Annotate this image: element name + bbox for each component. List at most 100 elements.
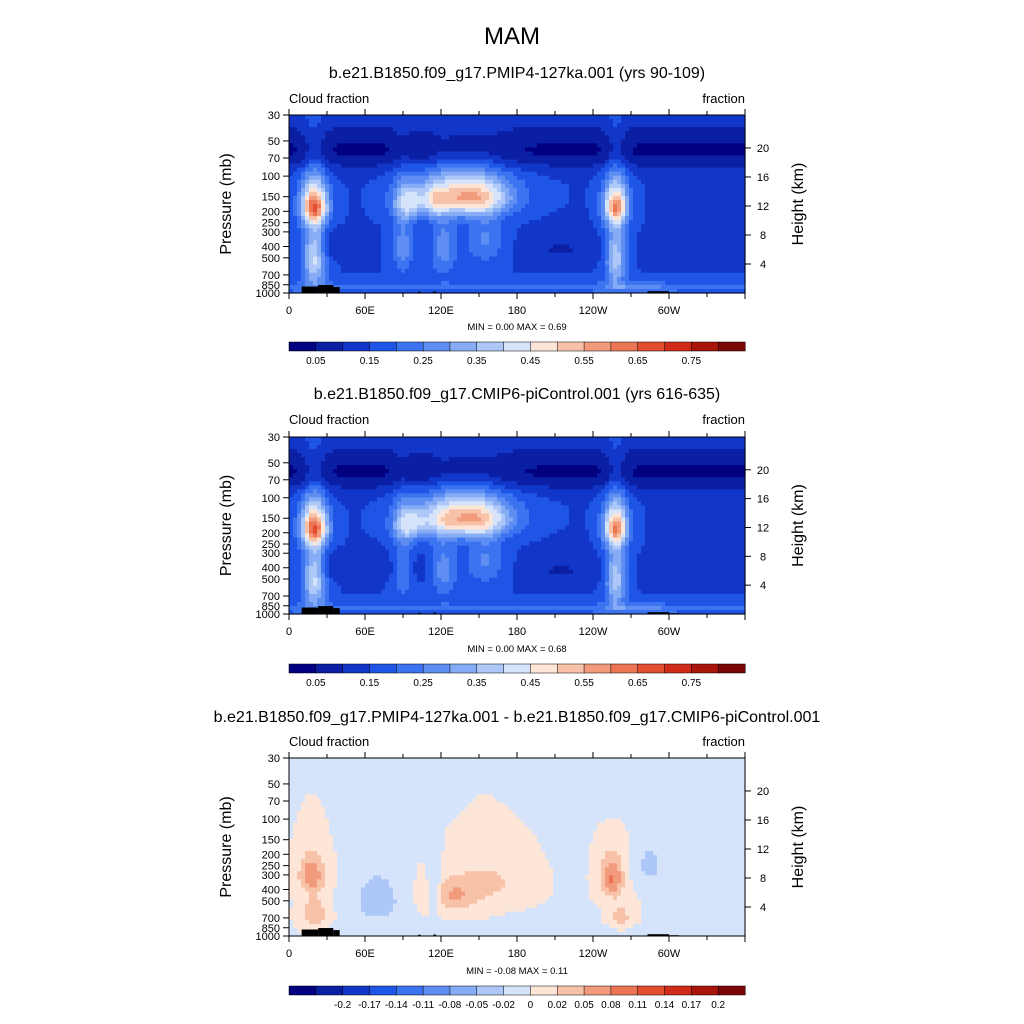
heatmap-cell [609, 260, 614, 266]
heatmap-cell [717, 183, 722, 189]
heatmap-cell [489, 175, 494, 181]
heatmap-cell [689, 220, 694, 225]
heatmap-cell [693, 167, 698, 173]
heatmap-cell [625, 236, 630, 242]
heatmap-cell [457, 179, 462, 185]
heatmap-cell [317, 147, 322, 153]
heatmap-cell [741, 163, 746, 169]
heatmap-cell [557, 195, 562, 201]
heatmap-cell [465, 248, 470, 254]
heatmap-cell [385, 115, 390, 120]
heatmap-cell [425, 264, 430, 270]
heatmap-cell [521, 195, 526, 201]
heatmap-cell [589, 288, 594, 294]
heatmap-cell [361, 131, 366, 136]
heatmap-cell [685, 167, 690, 173]
heatmap-cell [713, 179, 718, 185]
heatmap-cell [661, 171, 666, 177]
heatmap-cell [721, 175, 726, 181]
heatmap-cell [345, 163, 350, 169]
heatmap-cell [637, 187, 642, 193]
heatmap-cell [433, 199, 438, 205]
heatmap-cell [505, 155, 510, 161]
heatmap-cell [713, 256, 718, 262]
heatmap-cell [369, 139, 374, 144]
heatmap-cell [549, 276, 554, 282]
heatmap-cell [533, 228, 538, 233]
heatmap-cell [501, 236, 506, 242]
heatmap-cell [733, 135, 738, 140]
heatmap-cell [353, 256, 358, 262]
heatmap-cell [637, 216, 642, 221]
heatmap-cell [353, 244, 358, 250]
heatmap-cell [693, 155, 698, 161]
heatmap-cell [573, 244, 578, 250]
heatmap-cell [609, 220, 614, 225]
heatmap-cell [565, 256, 570, 262]
heatmap-cell [537, 256, 542, 262]
heatmap-cell [617, 248, 622, 254]
heatmap-cell [429, 151, 434, 157]
heatmap-cell [321, 240, 326, 246]
heatmap-cell [341, 284, 346, 290]
heatmap-cell [401, 155, 406, 161]
heatmap-cell [577, 228, 582, 233]
heatmap-cell [425, 212, 430, 217]
heatmap-cell [521, 280, 526, 286]
heatmap-cell [741, 252, 746, 258]
heatmap-cell [465, 252, 470, 258]
heatmap-cell [309, 216, 314, 221]
heatmap-cell [393, 252, 398, 258]
heatmap-cell [417, 224, 422, 229]
heatmap-cell [501, 167, 506, 173]
heatmap-cell [481, 216, 486, 221]
heatmap-cell [441, 147, 446, 153]
heatmap-cell [505, 159, 510, 165]
heatmap-cell [577, 232, 582, 237]
heatmap-cell [529, 115, 534, 120]
heatmap-cell [409, 187, 414, 193]
heatmap-cell [673, 195, 678, 201]
heatmap-cell [713, 115, 718, 120]
heatmap-cell [345, 204, 350, 209]
heatmap-cell [661, 280, 666, 286]
heatmap-cell [397, 252, 402, 258]
heatmap-cell [561, 151, 566, 157]
heatmap-cell [605, 208, 610, 213]
heatmap-cell [705, 216, 710, 221]
heatmap-cell [365, 199, 370, 205]
heatmap-cell [525, 248, 530, 254]
heatmap-cell [289, 288, 294, 294]
heatmap-cell [733, 240, 738, 246]
heatmap-cell [441, 212, 446, 217]
heatmap-cell [713, 236, 718, 242]
heatmap-cell [665, 123, 670, 128]
heatmap-cell [325, 232, 330, 237]
heatmap-cell [641, 115, 646, 120]
heatmap-cell [677, 139, 682, 144]
heatmap-cell [689, 135, 694, 140]
heatmap-cell [577, 159, 582, 165]
heatmap-cell [477, 139, 482, 144]
heatmap-cell [333, 220, 338, 225]
heatmap-cell [313, 155, 318, 161]
heatmap-cell [321, 155, 326, 161]
heatmap-cell [605, 135, 610, 140]
heatmap-cell [669, 208, 674, 213]
heatmap-cell [661, 183, 666, 189]
heatmap-cell [693, 264, 698, 270]
heatmap-cell [433, 183, 438, 189]
heatmap-cell [465, 284, 470, 290]
heatmap-cell [585, 123, 590, 128]
heatmap-cell [341, 240, 346, 246]
heatmap-cell [649, 220, 654, 225]
heatmap-cell [365, 143, 370, 148]
heatmap-cell [425, 256, 430, 262]
heatmap-cell [693, 252, 698, 258]
heatmap-cell [625, 256, 630, 262]
heatmap-cell [373, 256, 378, 262]
heatmap-cell [593, 127, 598, 132]
heatmap-cell [605, 232, 610, 237]
heatmap-cell [441, 187, 446, 193]
heatmap-cell [709, 268, 714, 274]
